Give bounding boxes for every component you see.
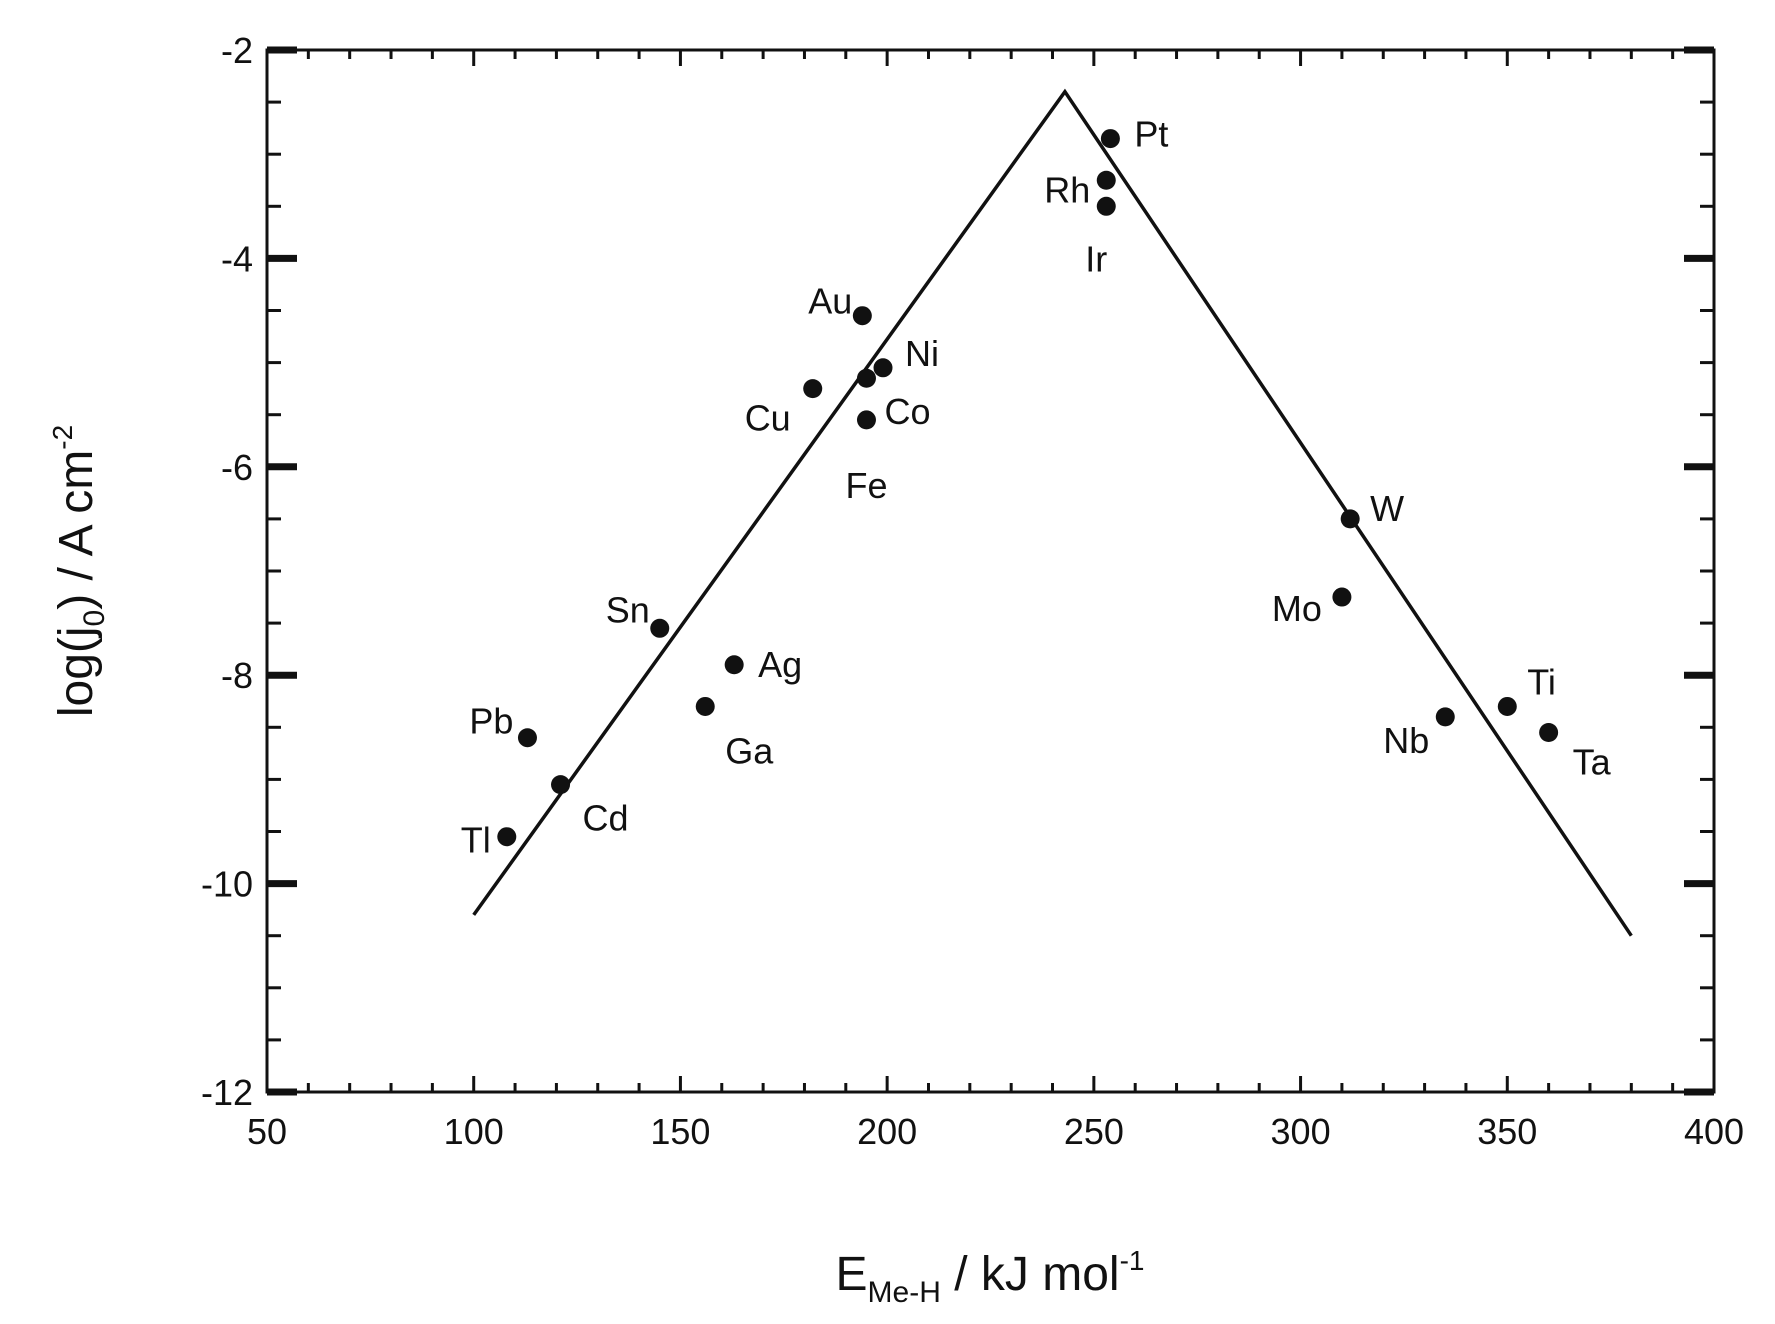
- point-label-w: W: [1370, 488, 1404, 529]
- point-label-pb: Pb: [469, 701, 513, 742]
- y-axis-title: log(j0) / A cm-2: [47, 425, 111, 717]
- data-point-w: [1340, 509, 1360, 529]
- data-point-cu: [803, 379, 823, 399]
- y-axis-title-mid: ) / A cm: [50, 450, 103, 610]
- point-label-ti: Ti: [1527, 661, 1556, 702]
- data-point-co: [856, 368, 876, 388]
- x-axis-title: EMe-H / kJ mol-1: [836, 1245, 1145, 1309]
- y-tick-label: -10: [201, 864, 253, 905]
- y-tick-label: -2: [221, 30, 253, 71]
- point-label-mo: Mo: [1272, 588, 1322, 629]
- x-tick-label: 400: [1684, 1111, 1744, 1152]
- data-point-pt: [1100, 129, 1120, 149]
- y-tick-label: -6: [221, 447, 253, 488]
- tick-labels: 50 100 150 200 250 300 350 400 -12 -10 -8 -6 -4 -2: [201, 30, 1744, 1152]
- data-point-ga: [695, 696, 715, 716]
- data-point-mo: [1332, 587, 1352, 607]
- point-label-ag: Ag: [758, 644, 802, 685]
- data-points: Pt Rh Ir Au Ni Co Cu Fe W Mo Sn Ag Ga Ti Nb Ta Pb Cd Tl: [461, 114, 1612, 861]
- x-tick-label: 50: [247, 1111, 287, 1152]
- x-tick-label: 200: [857, 1111, 917, 1152]
- point-label-tl: Tl: [461, 820, 491, 861]
- point-label-au: Au: [808, 281, 852, 322]
- data-point-nb: [1435, 707, 1455, 727]
- x-tick-label: 250: [1064, 1111, 1124, 1152]
- y-tick-label: -4: [221, 238, 253, 279]
- data-point-pb: [517, 728, 537, 748]
- x-tick-label: 350: [1477, 1111, 1537, 1152]
- point-label-cd: Cd: [583, 798, 629, 839]
- plot-frame: [265, 48, 1716, 1094]
- data-point-rh: [1096, 170, 1116, 190]
- y-axis-title-sup: -2: [47, 425, 78, 450]
- data-point-ag: [724, 655, 744, 675]
- axis-ticks: [265, 46, 1716, 1096]
- point-label-rh: Rh: [1044, 169, 1090, 210]
- data-point-tl: [497, 827, 517, 847]
- point-label-ir: Ir: [1085, 238, 1107, 279]
- y-tick-label: -8: [221, 655, 253, 696]
- x-axis-title-main: E: [836, 1248, 868, 1301]
- point-label-sn: Sn: [606, 589, 650, 630]
- point-label-co: Co: [884, 391, 930, 432]
- data-point-sn: [650, 618, 670, 638]
- data-point-fe: [856, 410, 876, 430]
- x-axis-title-sub: Me-H: [868, 1276, 941, 1309]
- volcano-line: [472, 88, 1633, 937]
- point-label-ga: Ga: [725, 730, 774, 771]
- x-tick-label: 150: [650, 1111, 710, 1152]
- x-axis-title-sup: -1: [1120, 1245, 1145, 1276]
- data-point-cd: [551, 775, 571, 795]
- data-point-ir: [1096, 196, 1116, 216]
- y-tick-label: -12: [201, 1072, 253, 1113]
- data-point-ta: [1539, 723, 1559, 743]
- point-label-nb: Nb: [1383, 720, 1429, 761]
- point-label-ni: Ni: [905, 333, 939, 374]
- x-tick-label: 300: [1271, 1111, 1331, 1152]
- point-label-fe: Fe: [845, 465, 887, 506]
- data-point-au: [852, 306, 872, 326]
- point-label-cu: Cu: [745, 398, 791, 439]
- y-axis-title-pre: log(j: [50, 626, 103, 717]
- point-label-ta: Ta: [1573, 742, 1612, 783]
- x-axis-title-rest: / kJ mol: [941, 1248, 1120, 1301]
- data-point-ti: [1497, 696, 1517, 716]
- point-label-pt: Pt: [1134, 114, 1168, 155]
- data-point-ni: [873, 358, 893, 378]
- y-axis-title-sub: 0: [78, 610, 111, 627]
- x-tick-label: 100: [444, 1111, 504, 1152]
